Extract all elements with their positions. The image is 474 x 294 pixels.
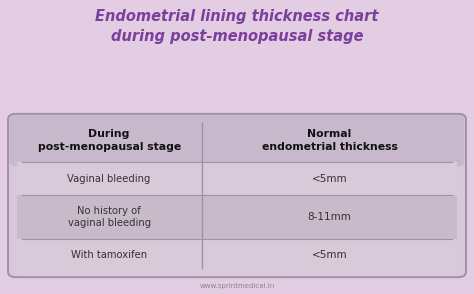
Bar	[17, 239, 457, 272]
Text: No history of
vaginal bleeding: No history of vaginal bleeding	[68, 206, 151, 228]
Text: www.sprintmedical.in: www.sprintmedical.in	[200, 283, 274, 289]
Text: During
post-menopausal stage: During post-menopausal stage	[37, 129, 181, 152]
Bar	[17, 162, 457, 195]
Text: Endometrial lining thickness chart
during post-menopausal stage: Endometrial lining thickness chart durin…	[95, 9, 379, 44]
Text: <5mm: <5mm	[312, 250, 347, 260]
FancyBboxPatch shape	[8, 114, 466, 277]
Text: 8-11mm: 8-11mm	[308, 212, 352, 222]
Text: <5mm: <5mm	[312, 173, 347, 183]
Text: Normal
endometrial thickness: Normal endometrial thickness	[262, 129, 398, 152]
Bar	[17, 195, 457, 239]
Text: Vaginal bleeding: Vaginal bleeding	[67, 173, 151, 183]
Text: With tamoxifen: With tamoxifen	[71, 250, 147, 260]
FancyBboxPatch shape	[9, 115, 465, 166]
